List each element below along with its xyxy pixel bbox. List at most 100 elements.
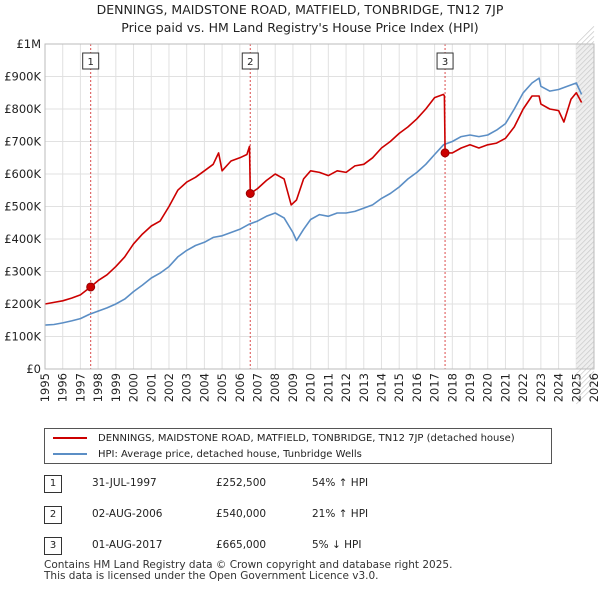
price-chart: 1 2 3 £0 £100K £200K £300K £400K £500K £600K £700… <box>4 26 600 405</box>
sale-label-box <box>241 52 259 70</box>
legend-item-hpi: HPI: Average price, detached house, Tunb… <box>53 446 362 462</box>
y-tick-label: £300K <box>4 265 41 279</box>
y-tick-label: £100K <box>4 330 41 344</box>
forecast-hatch <box>576 221 595 240</box>
x-tick-label: 2015 <box>392 373 406 402</box>
x-tick-label: 2026 <box>587 373 600 402</box>
y-tick-label: £400K <box>4 232 41 246</box>
sale-label-box <box>82 52 100 70</box>
forecast-hatch <box>576 216 595 235</box>
forecast-hatch <box>576 351 595 370</box>
sale-price: £252,500 <box>216 477 267 489</box>
forecast-hatch <box>576 361 595 380</box>
forecast-hatch <box>576 241 595 260</box>
x-tick-label: 2013 <box>357 373 371 402</box>
y-tick-label: £700K <box>4 135 41 149</box>
forecast-hatch <box>576 116 595 135</box>
forecast-hatch <box>576 31 595 50</box>
forecast-hatch <box>576 131 595 150</box>
forecast-hatch <box>576 206 595 225</box>
forecast-hatch <box>576 111 595 130</box>
x-tick-label: 2019 <box>463 373 477 402</box>
forecast-hatch <box>576 136 595 155</box>
forecast-hatch <box>576 336 595 355</box>
forecast-hatch <box>576 146 595 165</box>
forecast-hatch <box>576 236 595 255</box>
forecast-hatch <box>576 86 595 105</box>
sale-point <box>245 189 255 198</box>
forecast-hatch <box>576 26 595 45</box>
forecast-hatch <box>576 56 595 75</box>
forecast-hatch <box>576 286 595 305</box>
forecast-hatch <box>576 121 595 140</box>
x-tick-label: 2022 <box>516 373 530 402</box>
forecast-hatch <box>576 261 595 280</box>
forecast-hatch <box>576 166 595 185</box>
forecast-hatch <box>576 126 595 145</box>
forecast-hatch <box>576 316 595 335</box>
sale-date: 02-AUG-2006 <box>92 508 163 520</box>
forecast-hatch <box>576 281 595 300</box>
property-price-line <box>44 92 583 305</box>
x-tick-label: 2023 <box>534 373 548 402</box>
forecast-hatch <box>576 341 595 360</box>
sale-number: 1 <box>44 475 62 493</box>
y-tick-label: £800K <box>4 102 41 116</box>
footer-line-2: This data is licensed under the Open Gov… <box>44 570 379 582</box>
forecast-hatch <box>576 376 595 395</box>
forecast-hatch <box>576 301 595 320</box>
forecast-hatch <box>576 71 595 90</box>
forecast-hatch <box>576 51 595 70</box>
forecast-hatch <box>576 201 595 220</box>
forecast-hatch <box>576 251 595 270</box>
sale-row-1: 1 31-JUL-1997 £252,500 54% ↑ HPI <box>44 475 484 493</box>
x-tick-label: 2001 <box>144 373 158 402</box>
forecast-hatch <box>576 176 595 195</box>
x-tick-label: 2025 <box>569 373 583 402</box>
y-tick-label: £500K <box>4 200 41 214</box>
x-tick-label: 2000 <box>127 373 141 402</box>
y-tick-label: £1M <box>16 37 41 51</box>
forecast-hatch <box>576 161 595 180</box>
forecast-hatch <box>576 186 595 205</box>
x-tick-label: 1997 <box>73 373 87 402</box>
x-tick-label: 1999 <box>109 373 123 402</box>
forecast-hatch <box>576 271 595 290</box>
y-tick-label: £600K <box>4 167 41 181</box>
forecast-hatch <box>576 81 595 100</box>
chart-subtitle: Price paid vs. HM Land Registry's House … <box>121 20 479 35</box>
forecast-hatch <box>576 296 595 315</box>
plot-border <box>44 43 595 370</box>
legend-label-hpi: HPI: Average price, detached house, Tunb… <box>98 448 362 460</box>
footer-line-1: Contains HM Land Registry data © Crown c… <box>44 559 453 571</box>
forecast-hatch <box>576 196 595 215</box>
forecast-hatch <box>576 91 595 110</box>
forecast-hatch <box>576 321 595 340</box>
forecast-hatch <box>576 386 595 405</box>
x-tick-label: 2004 <box>197 373 211 402</box>
x-tick-label: 1995 <box>38 373 52 402</box>
forecast-hatch <box>576 256 595 275</box>
x-tick-label: 2006 <box>233 373 247 402</box>
x-tick-label: 2017 <box>428 373 442 402</box>
sale-label-box <box>436 52 454 70</box>
sale-row-3: 3 01-AUG-2017 £665,000 5% ↓ HPI <box>44 537 484 555</box>
x-tick-label: 2010 <box>304 373 318 402</box>
sale-date: 01-AUG-2017 <box>92 539 163 551</box>
x-tick-label: 2002 <box>162 373 176 402</box>
x-tick-label: 2007 <box>251 373 265 402</box>
x-tick-label: 2003 <box>180 373 194 402</box>
sale-row-2: 2 02-AUG-2006 £540,000 21% ↑ HPI <box>44 506 484 524</box>
forecast-hatch <box>576 276 595 295</box>
sale-number: 2 <box>44 506 62 524</box>
x-tick-label: 1998 <box>91 373 105 402</box>
sale-hpi-diff: 54% ↑ HPI <box>312 477 369 489</box>
forecast-hatch <box>576 46 595 65</box>
sale-point <box>86 282 96 292</box>
forecast-hatch <box>576 171 595 190</box>
forecast-hatch <box>576 291 595 310</box>
x-tick-label: 2018 <box>445 373 459 402</box>
chart-legend: DENNINGS, MAIDSTONE ROAD, MATFIELD, TONB… <box>44 428 552 464</box>
forecast-hatch <box>576 141 595 160</box>
x-tick-label: 2016 <box>410 373 424 402</box>
